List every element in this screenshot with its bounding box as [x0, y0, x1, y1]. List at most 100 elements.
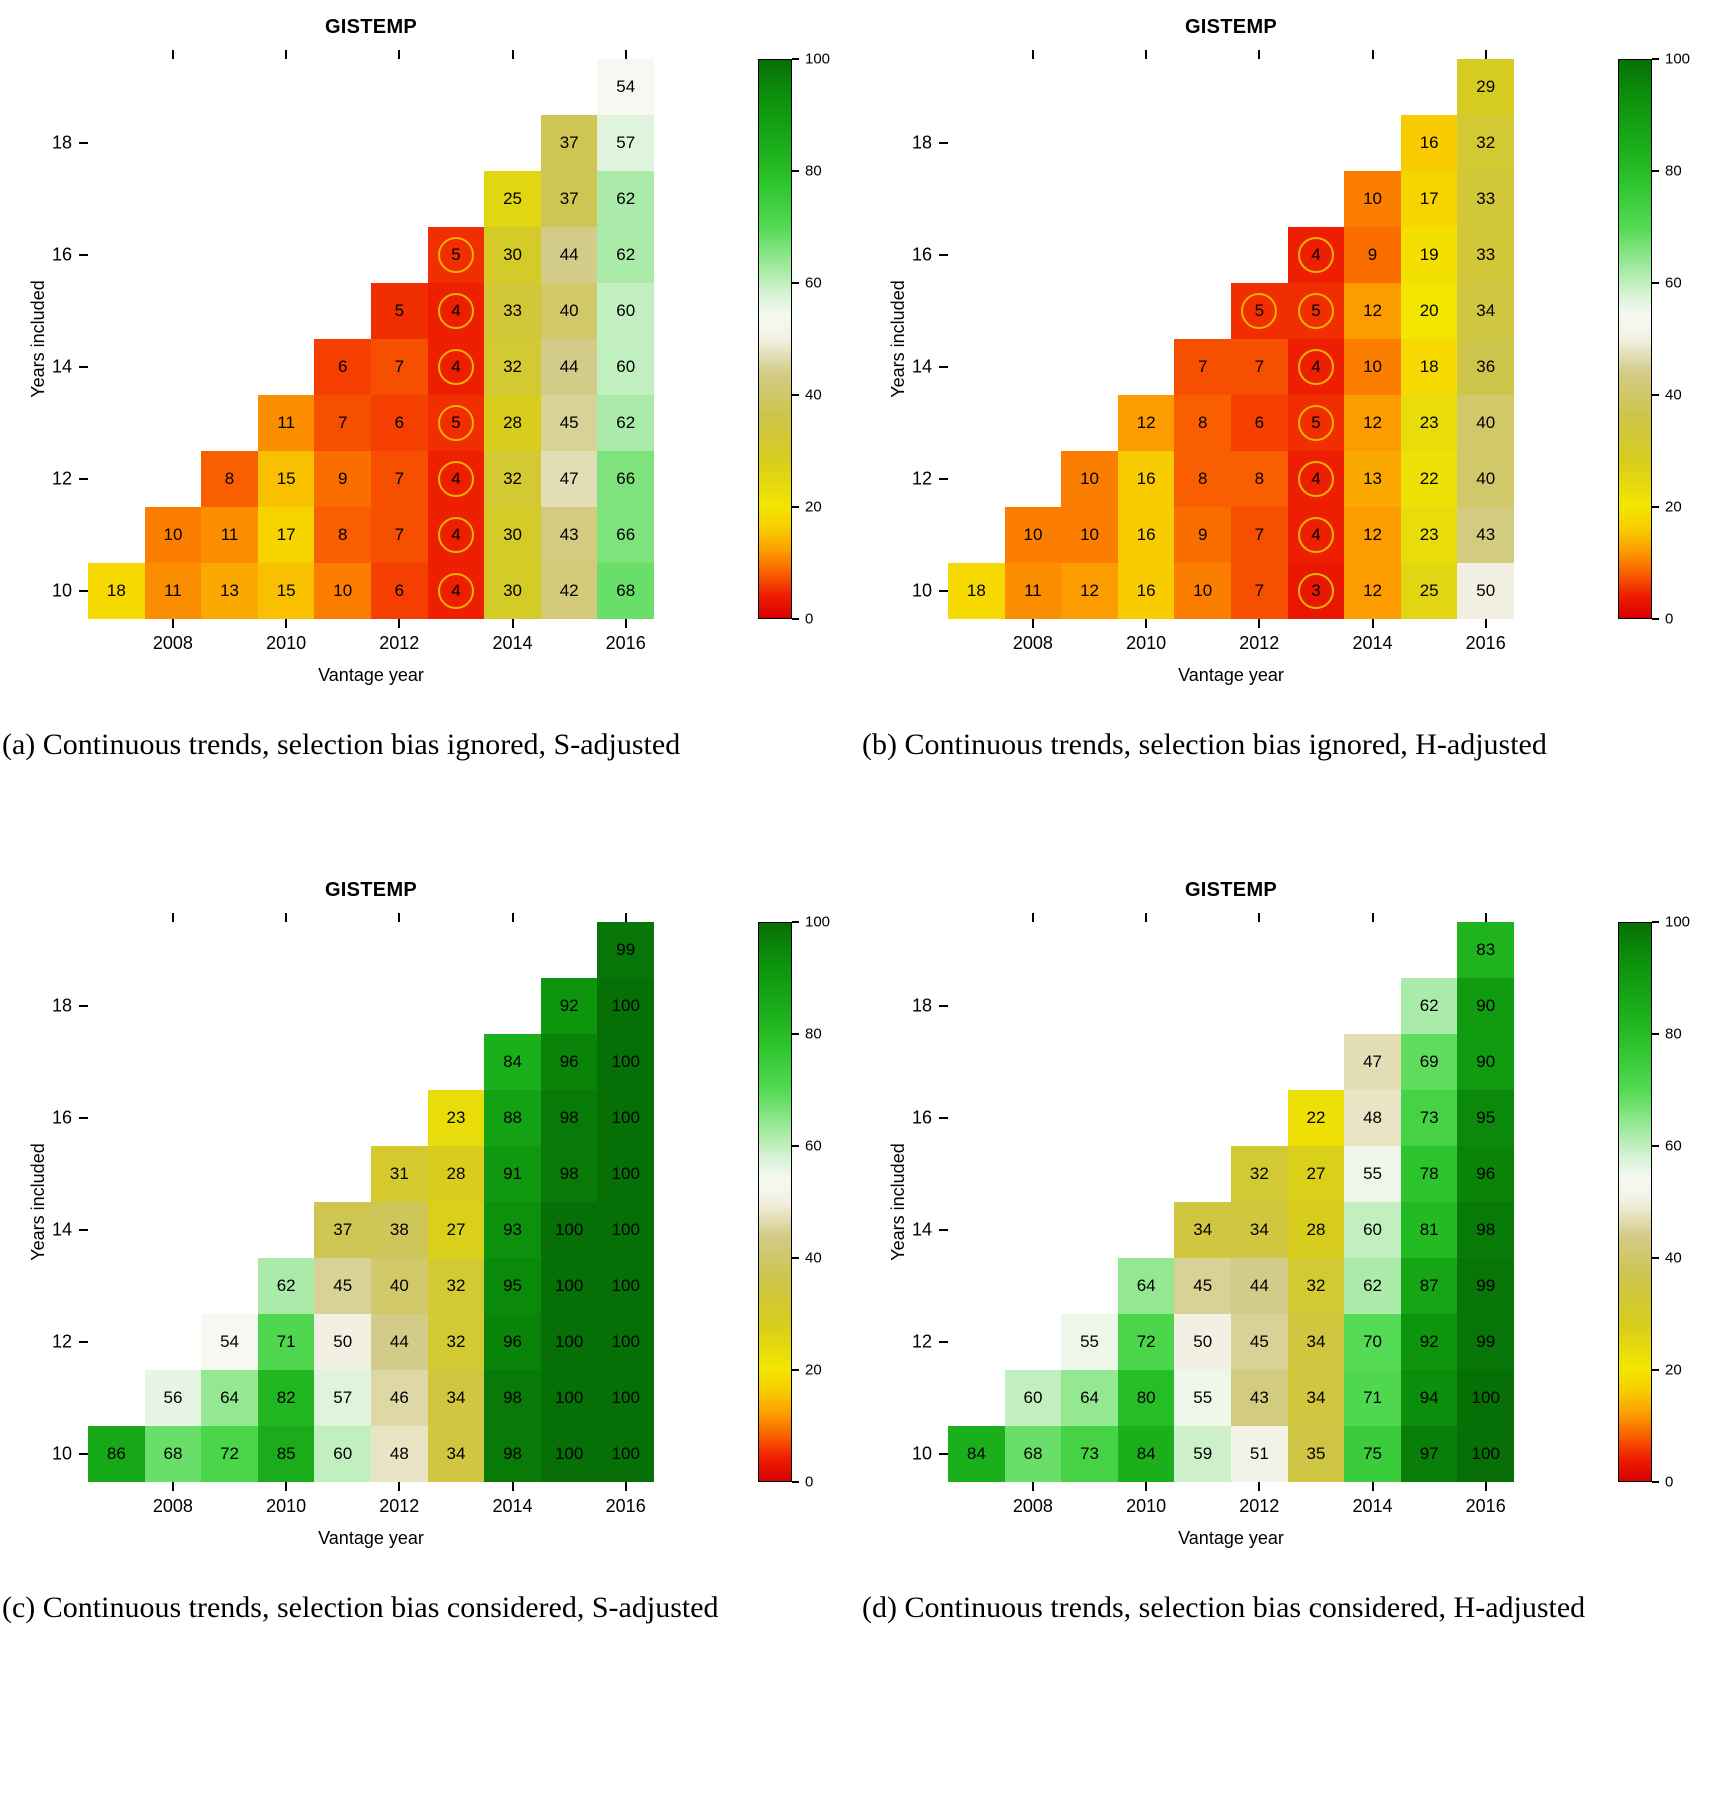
- cell-value: 7: [338, 413, 348, 433]
- heatmap-cell: 10: [1174, 563, 1232, 620]
- heatmap-cell: 48: [1344, 1089, 1401, 1146]
- heatmap-cell: 100: [540, 1425, 598, 1482]
- heatmap-cell: 34: [427, 1425, 485, 1482]
- heatmap-cell: 8: [201, 451, 258, 508]
- cell-value: 9: [1367, 245, 1378, 265]
- x-axis-tick: [1371, 619, 1374, 628]
- colorbar-tick: [1652, 1144, 1659, 1147]
- heatmap-cell: 16: [1117, 451, 1175, 508]
- heatmap-cell: 100: [540, 1201, 598, 1258]
- x-tick-label: 2016: [1465, 1495, 1506, 1516]
- min-highlight-circle-icon: [1297, 293, 1334, 330]
- x-axis-tick: [171, 619, 174, 628]
- x-axis-tick: [1371, 1481, 1374, 1491]
- y-axis-tick: [79, 254, 88, 256]
- heatmap-cell: 19: [1400, 227, 1458, 284]
- cell-value: 28: [446, 1163, 466, 1183]
- colorbar-tick: [792, 170, 799, 172]
- heatmap-cell: 81: [1400, 1201, 1458, 1258]
- heatmap-cell: 15: [257, 563, 315, 620]
- cell-value: 51: [1249, 1443, 1269, 1463]
- x-axis-tick: [398, 50, 401, 59]
- x-axis-label: Vantage year: [1178, 665, 1284, 685]
- cell-value: 84: [966, 1443, 986, 1463]
- plot-title: GISTEMP: [324, 16, 418, 38]
- x-axis-tick: [1258, 619, 1261, 628]
- cell-value: 100: [1471, 1443, 1500, 1463]
- cell-value: 18: [966, 581, 986, 601]
- colorbar-tick-label: 80: [805, 162, 822, 180]
- cell-value: 98: [1476, 1219, 1496, 1239]
- cell-value: 100: [611, 1219, 640, 1239]
- heatmap-cell: 97: [1400, 1425, 1458, 1482]
- heatmap-cell: 17: [1400, 171, 1458, 228]
- cell-value: 40: [1476, 413, 1496, 433]
- y-tick-label: 12: [51, 1331, 72, 1351]
- y-axis-tick: [939, 142, 948, 144]
- cell-value: 56: [163, 1387, 183, 1407]
- x-tick-label: 2012: [379, 633, 420, 653]
- cell-value: 47: [1363, 1051, 1382, 1071]
- heatmap-cell: 6: [1231, 395, 1288, 452]
- x-tick-label: 2014: [492, 633, 533, 653]
- cell-value: 16: [1136, 581, 1156, 601]
- heatmap-cell: 98: [540, 1145, 598, 1202]
- y-tick-label: 14: [911, 356, 932, 377]
- heatmap-cell: 100: [597, 1033, 655, 1090]
- cell-value: 82: [276, 1387, 296, 1407]
- heatmap-cell: 62: [1344, 1257, 1401, 1314]
- x-axis-label: Vantage year: [318, 1527, 424, 1548]
- heatmap-cell: 45: [1231, 1313, 1288, 1370]
- heatmap-cell: 43: [1231, 1369, 1288, 1426]
- cell-value: 94: [1419, 1387, 1439, 1407]
- heatmap-cell: 80: [1117, 1369, 1175, 1426]
- heatmap-cell: 62: [1400, 977, 1458, 1034]
- cell-value: 34: [1193, 1219, 1213, 1239]
- heatmap-cell: 55: [1174, 1369, 1232, 1426]
- cell-value: 8: [224, 469, 235, 489]
- heatmap-cell: 50: [1457, 563, 1515, 620]
- x-axis-tick: [624, 912, 627, 922]
- cell-value: 100: [1471, 1387, 1500, 1407]
- heatmap-cell: 99: [1457, 1313, 1515, 1370]
- cell-value: 38: [389, 1219, 409, 1239]
- cell-value: 28: [503, 413, 522, 433]
- heatmap-cell: 94: [1400, 1369, 1458, 1426]
- heatmap-cell: 6: [371, 563, 428, 620]
- heatmap-cell: 10: [1061, 507, 1118, 564]
- cell-value: 8: [1254, 469, 1265, 489]
- x-axis-tick: [285, 50, 288, 59]
- heatmap-cell: 6: [371, 395, 428, 452]
- cell-value: 100: [611, 995, 640, 1015]
- heatmap-cell: 44: [1231, 1257, 1288, 1314]
- x-axis-tick: [1484, 912, 1487, 922]
- colorbar-gradient: [1618, 921, 1652, 1482]
- y-tick-label: 16: [911, 244, 932, 265]
- cell-value: 12: [1363, 413, 1382, 433]
- heatmap-cell: 8: [1231, 451, 1288, 508]
- x-axis-tick: [1371, 50, 1374, 59]
- x-axis-tick: [1258, 912, 1261, 922]
- heatmap-cell: 45: [314, 1257, 372, 1314]
- colorbar-tick-label: 100: [805, 913, 831, 930]
- heatmap-cell: 90: [1457, 977, 1515, 1034]
- heatmap-cell: 31: [371, 1145, 428, 1202]
- heatmap-cell: 32: [1457, 115, 1515, 172]
- y-tick-label: 12: [911, 468, 932, 489]
- cell-value: 55: [1193, 1387, 1213, 1407]
- cell-value: 73: [1419, 1107, 1439, 1127]
- plot-title: GISTEMP: [1184, 878, 1278, 901]
- colorbar: 0 20 40 60 80 100: [758, 913, 858, 1490]
- cell-value: 7: [1198, 357, 1208, 377]
- cell-value: 96: [559, 1051, 579, 1071]
- colorbar-tick: [792, 1032, 799, 1035]
- cell-value: 99: [1476, 1275, 1496, 1295]
- cell-value: 9: [338, 469, 348, 489]
- x-axis-tick: [624, 1481, 627, 1491]
- heatmap-cell: 13: [1344, 451, 1401, 508]
- cell-value: 43: [559, 525, 579, 545]
- heatmap-cell: 95: [1457, 1089, 1515, 1146]
- colorbar-tick-label: 0: [1665, 1473, 1674, 1490]
- cell-value: 43: [1249, 1387, 1269, 1407]
- y-tick-label: 14: [911, 1219, 932, 1239]
